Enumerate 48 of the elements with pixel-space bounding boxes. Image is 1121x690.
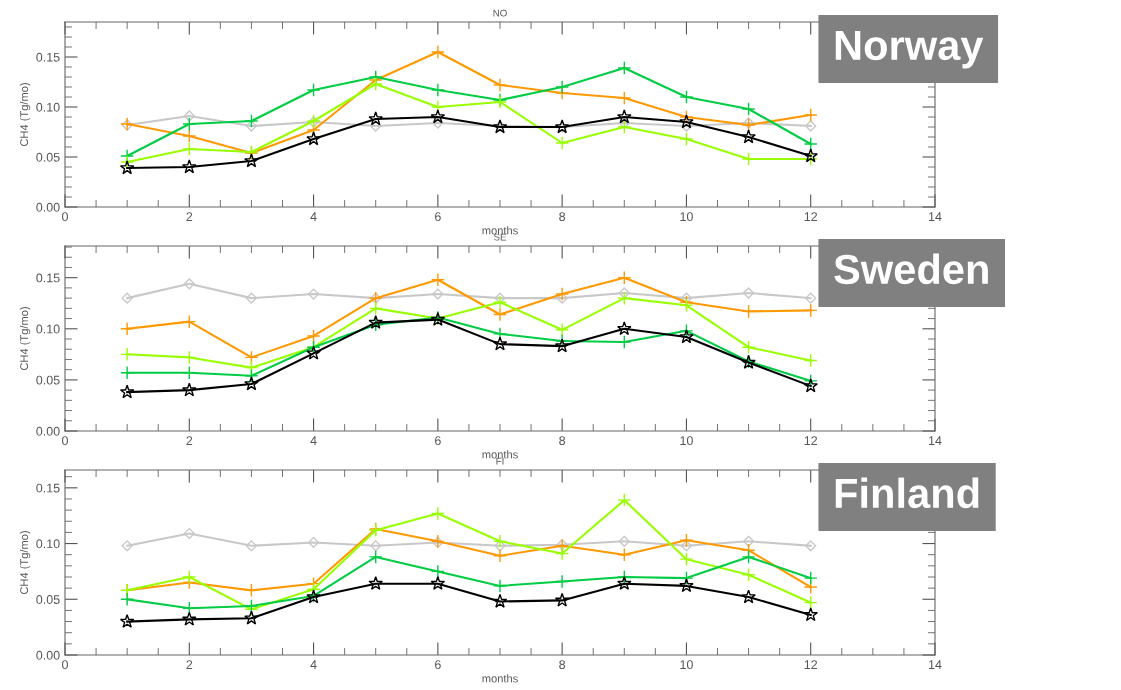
x-tick-label: 12 <box>804 212 818 221</box>
y-tick-label: 0.15 <box>36 483 60 493</box>
x-axis-title: months <box>482 450 518 459</box>
x-tick-label: 2 <box>186 436 193 445</box>
x-tick-label: 8 <box>559 212 566 222</box>
x-axis-title: months <box>482 674 518 683</box>
x-tick-label: 6 <box>435 212 441 222</box>
x-tick-label: 8 <box>559 436 566 446</box>
x-tick-label: 10 <box>680 212 693 222</box>
y-tick-label: 0.10 <box>36 102 60 112</box>
y-tick-label: 0.00 <box>36 426 60 436</box>
x-tick-label: 8 <box>559 660 566 670</box>
chart-title: SE <box>493 233 507 241</box>
x-tick-label: 6 <box>435 660 441 670</box>
y-tick-label: 0.00 <box>36 650 60 660</box>
chart-title: FI <box>496 457 504 465</box>
y-tick-label: 0.00 <box>36 202 60 212</box>
x-tick-label: 2 <box>186 212 193 221</box>
x-tick-label: 4 <box>310 436 317 445</box>
x-tick-label: 4 <box>310 660 317 669</box>
y-tick-label: 0.10 <box>36 324 60 334</box>
x-tick-label: 0 <box>62 660 68 670</box>
annotation: Finland <box>835 477 979 509</box>
x-axis-title: months <box>482 226 518 235</box>
y-tick-label: 0.05 <box>36 375 60 385</box>
x-tick-label: 14 <box>929 660 942 669</box>
x-tick-label: 0 <box>62 436 68 446</box>
y-tick-label: 0.05 <box>36 152 60 162</box>
y-axis-title: CH4 (Tg/mo) <box>19 531 31 595</box>
x-tick-label: 2 <box>186 660 193 669</box>
y-axis-title: CH4 (Tg/mo) <box>19 307 31 371</box>
x-tick-label: 10 <box>680 660 693 670</box>
x-tick-label: 14 <box>929 212 942 221</box>
chart-title: NO <box>493 9 507 17</box>
y-tick-label: 0.10 <box>36 539 60 549</box>
y-axis-title: CH4 (Tg/mo) <box>19 83 31 147</box>
y-tick-label: 0.15 <box>36 273 60 283</box>
y-tick-label: 0.05 <box>36 595 60 604</box>
x-tick-label: 10 <box>680 436 693 446</box>
x-tick-label: 6 <box>435 436 441 446</box>
x-tick-label: 12 <box>804 436 818 445</box>
x-tick-label: 12 <box>804 660 818 669</box>
x-tick-label: 14 <box>929 436 942 445</box>
x-tick-label: 0 <box>62 212 68 222</box>
y-tick-label: 0.15 <box>36 52 60 62</box>
annotation: Sweden <box>834 253 988 285</box>
x-tick-label: 4 <box>310 212 317 221</box>
annotation: Norway <box>835 31 984 69</box>
